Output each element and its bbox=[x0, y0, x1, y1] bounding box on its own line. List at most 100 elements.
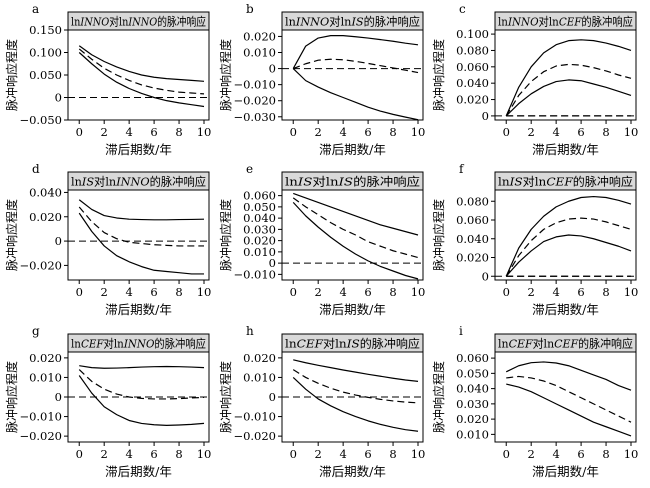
x-tick-label: 6 bbox=[150, 125, 157, 139]
panel-title: lnCEF对lnIS的脉冲响应 bbox=[285, 337, 420, 351]
y-tick-label: 0 bbox=[55, 390, 62, 404]
x-tick-label: 4 bbox=[125, 285, 132, 299]
y-tick-label: 0.020 bbox=[243, 234, 276, 248]
x-tick-label: 2 bbox=[101, 285, 108, 299]
y-tick-label: 0.050 bbox=[456, 366, 489, 380]
panel-letter: e bbox=[246, 162, 253, 176]
x-tick-label: 8 bbox=[602, 125, 609, 139]
x-axis-label: 滞后期数/年 bbox=[105, 302, 172, 317]
y-tick-label: −0.020 bbox=[233, 94, 276, 108]
x-tick-label: 6 bbox=[150, 447, 157, 461]
series-line-irf bbox=[292, 197, 419, 259]
series-line-lower bbox=[78, 212, 205, 275]
x-axis-label: 滞后期数/年 bbox=[532, 302, 599, 317]
x-tick-label: 10 bbox=[197, 285, 212, 299]
y-tick-label: 0.010 bbox=[243, 46, 276, 60]
panel-letter: i bbox=[459, 324, 463, 338]
x-tick-label: 0 bbox=[503, 447, 510, 461]
y-tick-label: 0.080 bbox=[456, 43, 489, 57]
x-tick-label: 10 bbox=[411, 447, 426, 461]
series-line-lower bbox=[292, 68, 419, 121]
y-tick-label: 0.020 bbox=[29, 351, 62, 365]
y-axis-label: 脉冲响应程度 bbox=[431, 361, 446, 433]
x-tick-label: 4 bbox=[552, 125, 559, 139]
x-tick-label: 10 bbox=[624, 447, 639, 461]
panel-f: f lnIS对lnCEF的脉冲响应 0 0.020 0.040 0.060 0.080 0 2 4… bbox=[431, 162, 638, 317]
x-tick-label: 8 bbox=[389, 285, 396, 299]
series-line-upper bbox=[293, 192, 419, 236]
plot-frame bbox=[281, 189, 424, 281]
x-tick-label: 8 bbox=[389, 447, 396, 461]
x-tick-label: 2 bbox=[315, 285, 322, 299]
series-line-lower bbox=[292, 201, 419, 280]
x-tick-label: 0 bbox=[290, 285, 297, 299]
series-line-upper bbox=[78, 45, 205, 82]
panel-d: d lnIS对lnINNO的脉冲响应 −0.020 0 0.020 0.040 0 2 4 6 8 1… bbox=[4, 162, 211, 317]
panel-title: lnIS对lnCEF的脉冲响应 bbox=[498, 175, 633, 189]
y-tick-label: 0.100 bbox=[29, 46, 62, 60]
series-line-irf bbox=[78, 48, 205, 95]
series-line-irf bbox=[293, 58, 419, 74]
panel-title: lnINNO对lnIS的脉冲响应 bbox=[285, 15, 420, 29]
series-line-irf bbox=[292, 369, 419, 404]
y-tick-label: −0.010 bbox=[19, 410, 62, 424]
x-tick-label: 6 bbox=[364, 125, 371, 139]
x-tick-label: 10 bbox=[411, 285, 426, 299]
y-tick-label: 0.040 bbox=[243, 211, 276, 225]
x-tick-label: 0 bbox=[503, 125, 510, 139]
y-tick-label: −0.010 bbox=[233, 78, 276, 92]
y-axis-label: 脉冲响应程度 bbox=[218, 39, 233, 111]
y-tick-label: 0.040 bbox=[456, 382, 489, 396]
panel-letter: f bbox=[459, 162, 465, 176]
series-line-irf bbox=[78, 369, 205, 400]
x-axis-label: 滞后期数/年 bbox=[105, 464, 172, 479]
x-tick-label: 10 bbox=[197, 125, 212, 139]
series-line-lower bbox=[292, 376, 419, 432]
x-tick-label: 8 bbox=[602, 285, 609, 299]
y-axis-label: 脉冲响应程度 bbox=[4, 39, 19, 111]
y-tick-label: 0 bbox=[269, 256, 276, 270]
series-line-upper bbox=[292, 35, 419, 69]
series-line-upper bbox=[78, 199, 205, 221]
x-tick-label: 4 bbox=[339, 447, 346, 461]
x-tick-label: 4 bbox=[125, 125, 132, 139]
series-line-lower bbox=[78, 52, 205, 108]
series-line-irf bbox=[506, 375, 632, 423]
y-tick-label: 0 bbox=[482, 269, 489, 283]
x-tick-label: 8 bbox=[602, 447, 609, 461]
x-tick-label: 0 bbox=[76, 447, 83, 461]
panel-title: lnCEF对lnCEF的脉冲响应 bbox=[498, 337, 633, 351]
x-tick-label: 2 bbox=[101, 125, 108, 139]
y-tick-label: 0.060 bbox=[456, 351, 489, 365]
panel-title: lnINNO对lnCEF的脉冲响应 bbox=[498, 15, 633, 29]
y-tick-label: 0 bbox=[269, 390, 276, 404]
panel-title: ln IS 对ln IS 的脉冲响应 bbox=[285, 175, 420, 189]
y-axis-label: 脉冲响应程度 bbox=[218, 199, 233, 271]
x-tick-label: 6 bbox=[577, 447, 584, 461]
x-tick-label: 10 bbox=[624, 125, 639, 139]
x-tick-label: 2 bbox=[315, 447, 322, 461]
y-tick-label: 0.020 bbox=[243, 29, 276, 43]
series-line-irf bbox=[78, 206, 205, 247]
y-tick-label: 0.010 bbox=[243, 245, 276, 259]
x-tick-label: 4 bbox=[339, 285, 346, 299]
x-tick-label: 0 bbox=[290, 125, 297, 139]
y-tick-label: 0.060 bbox=[456, 60, 489, 74]
x-tick-label: 6 bbox=[150, 285, 157, 299]
y-tick-label: −0.010 bbox=[233, 410, 276, 424]
y-tick-label: 0.040 bbox=[456, 76, 489, 90]
x-tick-label: 2 bbox=[528, 285, 535, 299]
panel-title: lnCEF对lnINNO的脉冲响应 bbox=[71, 337, 206, 351]
panel-b: b lnINNO对lnIS的脉冲响应 −0.030 −0.020 −0.010 0 0.01… bbox=[218, 2, 425, 157]
series-line-irf bbox=[505, 63, 632, 117]
series-line-upper bbox=[505, 361, 632, 391]
x-tick-label: 8 bbox=[175, 285, 182, 299]
y-tick-label: 0.030 bbox=[456, 397, 489, 411]
y-tick-label: 0 bbox=[269, 62, 276, 76]
plot-frame bbox=[67, 29, 210, 121]
y-tick-label: 0.060 bbox=[456, 213, 489, 227]
x-tick-label: 10 bbox=[411, 125, 426, 139]
plot-frame bbox=[67, 189, 210, 281]
y-tick-label: 0.050 bbox=[243, 200, 276, 214]
